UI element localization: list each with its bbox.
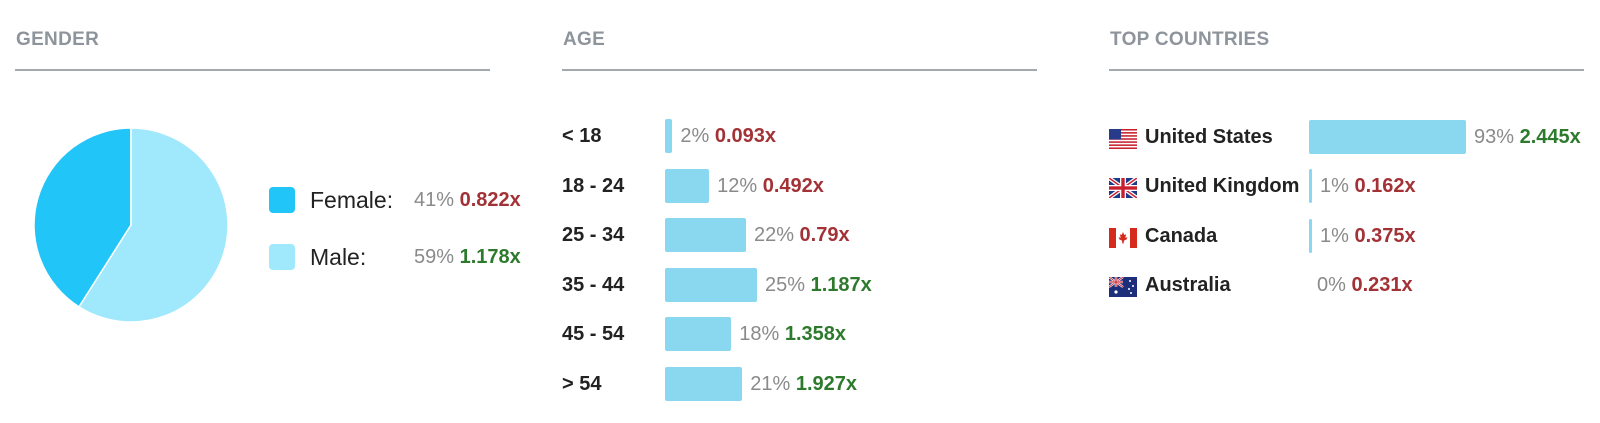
country-row: United States 93% 2.445x <box>1109 119 1595 155</box>
legend-item: Male: 59% 1.178x <box>269 241 521 273</box>
legend-index: 1.178x <box>459 245 521 268</box>
country-row: United Kingdom 1% 0.162x <box>1109 168 1595 204</box>
country-index: 0.231x <box>1351 273 1413 296</box>
age-value: 2% 0.093x <box>680 125 776 148</box>
legend-label: Male: <box>310 243 367 270</box>
age-bar <box>665 218 746 253</box>
age-bar <box>665 267 757 302</box>
age-value: 22% 0.79x <box>754 224 850 247</box>
age-bar <box>665 119 673 153</box>
country-bar <box>1309 120 1466 154</box>
country-percent: 1% <box>1320 175 1349 198</box>
age-value: 18% 1.358x <box>739 323 846 346</box>
gender-divider <box>15 69 490 71</box>
age-label: < 18 <box>562 125 602 147</box>
age-row: 35 - 44 25% 1.187x <box>562 267 1082 303</box>
australia-flag-icon <box>1109 276 1137 297</box>
pie-slice-male <box>77 127 229 323</box>
age-row: > 54 21% 1.927x <box>562 366 1082 402</box>
age-index: 1.927x <box>795 373 858 395</box>
age-percent: 25% <box>765 273 806 296</box>
legend-swatch <box>269 244 295 270</box>
countries-title: TOP COUNTRIES <box>1110 29 1270 50</box>
legend-label: Female: <box>310 186 394 213</box>
age-divider <box>562 69 1037 71</box>
age-label: 18 - 24 <box>562 174 625 197</box>
country-value: 1% 0.375x <box>1320 225 1416 248</box>
country-index: 0.375x <box>1354 224 1416 247</box>
country-index: 0.162x <box>1354 175 1416 198</box>
age-row: 45 - 54 18% 1.358x <box>562 316 1082 352</box>
legend-index: 0.822x <box>459 188 521 211</box>
country-value: 93% 2.445x <box>1474 126 1581 149</box>
age-title: AGE <box>563 29 606 50</box>
country-percent: 1% <box>1320 224 1349 247</box>
age-index: 0.79x <box>799 224 850 247</box>
legend-percent: 59% <box>414 245 455 268</box>
uk-flag-icon <box>1109 178 1137 199</box>
age-label: 35 - 44 <box>562 273 625 296</box>
legend-percent: 41% <box>414 188 455 211</box>
country-value: 0% 0.231x <box>1317 274 1413 297</box>
country-value: 1% 0.162x <box>1320 175 1416 198</box>
age-percent: 12% <box>717 174 758 197</box>
age-row: < 18 2% 0.093x <box>562 118 1082 154</box>
age-label: > 54 <box>562 373 602 395</box>
gender-section: GENDER Female: 41% 0.822x Male: 59% 1.178x <box>15 0 535 423</box>
age-value: 25% 1.187x <box>765 274 872 297</box>
canada-flag-icon <box>1109 227 1137 248</box>
legend-swatch <box>269 187 295 213</box>
us-flag-icon <box>1109 129 1137 149</box>
gender-title: GENDER <box>16 29 100 50</box>
age-label: 25 - 34 <box>562 224 625 247</box>
age-index: 1.187x <box>810 273 872 296</box>
country-row: Canada 1% 0.375x <box>1109 218 1595 254</box>
age-percent: 21% <box>750 373 791 395</box>
legend-value: 59% 1.178x <box>414 246 521 269</box>
legend-item: Female: 41% 0.822x <box>269 184 521 216</box>
age-bar <box>665 168 710 203</box>
country-name: United States <box>1145 126 1273 148</box>
age-percent: 18% <box>739 323 780 346</box>
country-bar <box>1309 218 1312 253</box>
age-bar <box>665 317 732 352</box>
age-value: 12% 0.492x <box>717 175 824 198</box>
age-bar <box>665 367 743 401</box>
country-percent: 0% <box>1317 273 1346 296</box>
countries-divider <box>1109 69 1584 71</box>
country-name: Canada <box>1145 224 1218 247</box>
age-value: 21% 1.927x <box>750 373 857 396</box>
countries-section: TOP COUNTRIES United States 93% 2.445x Uni… <box>1109 0 1595 423</box>
age-label: 45 - 54 <box>562 323 625 346</box>
age-index: 1.358x <box>784 323 846 346</box>
age-section: AGE < 18 2% 0.093x 18 - 24 12% 0.492x 25 - 3… <box>562 0 1082 423</box>
country-index: 2.445x <box>1519 126 1581 148</box>
country-row: Australia 0% 0.231x <box>1109 267 1595 303</box>
age-index: 0.492x <box>762 174 824 197</box>
age-row: 18 - 24 12% 0.492x <box>562 168 1082 204</box>
country-bar <box>1309 169 1312 204</box>
country-name: Australia <box>1145 273 1231 296</box>
legend-value: 41% 0.822x <box>414 189 521 212</box>
age-percent: 2% <box>680 125 710 147</box>
gender-pie-chart <box>33 127 229 323</box>
country-percent: 93% <box>1474 126 1515 148</box>
country-name: United Kingdom <box>1145 175 1300 198</box>
age-percent: 22% <box>753 224 794 247</box>
age-row: 25 - 34 22% 0.79x <box>562 217 1082 253</box>
age-index: 0.093x <box>714 125 776 147</box>
